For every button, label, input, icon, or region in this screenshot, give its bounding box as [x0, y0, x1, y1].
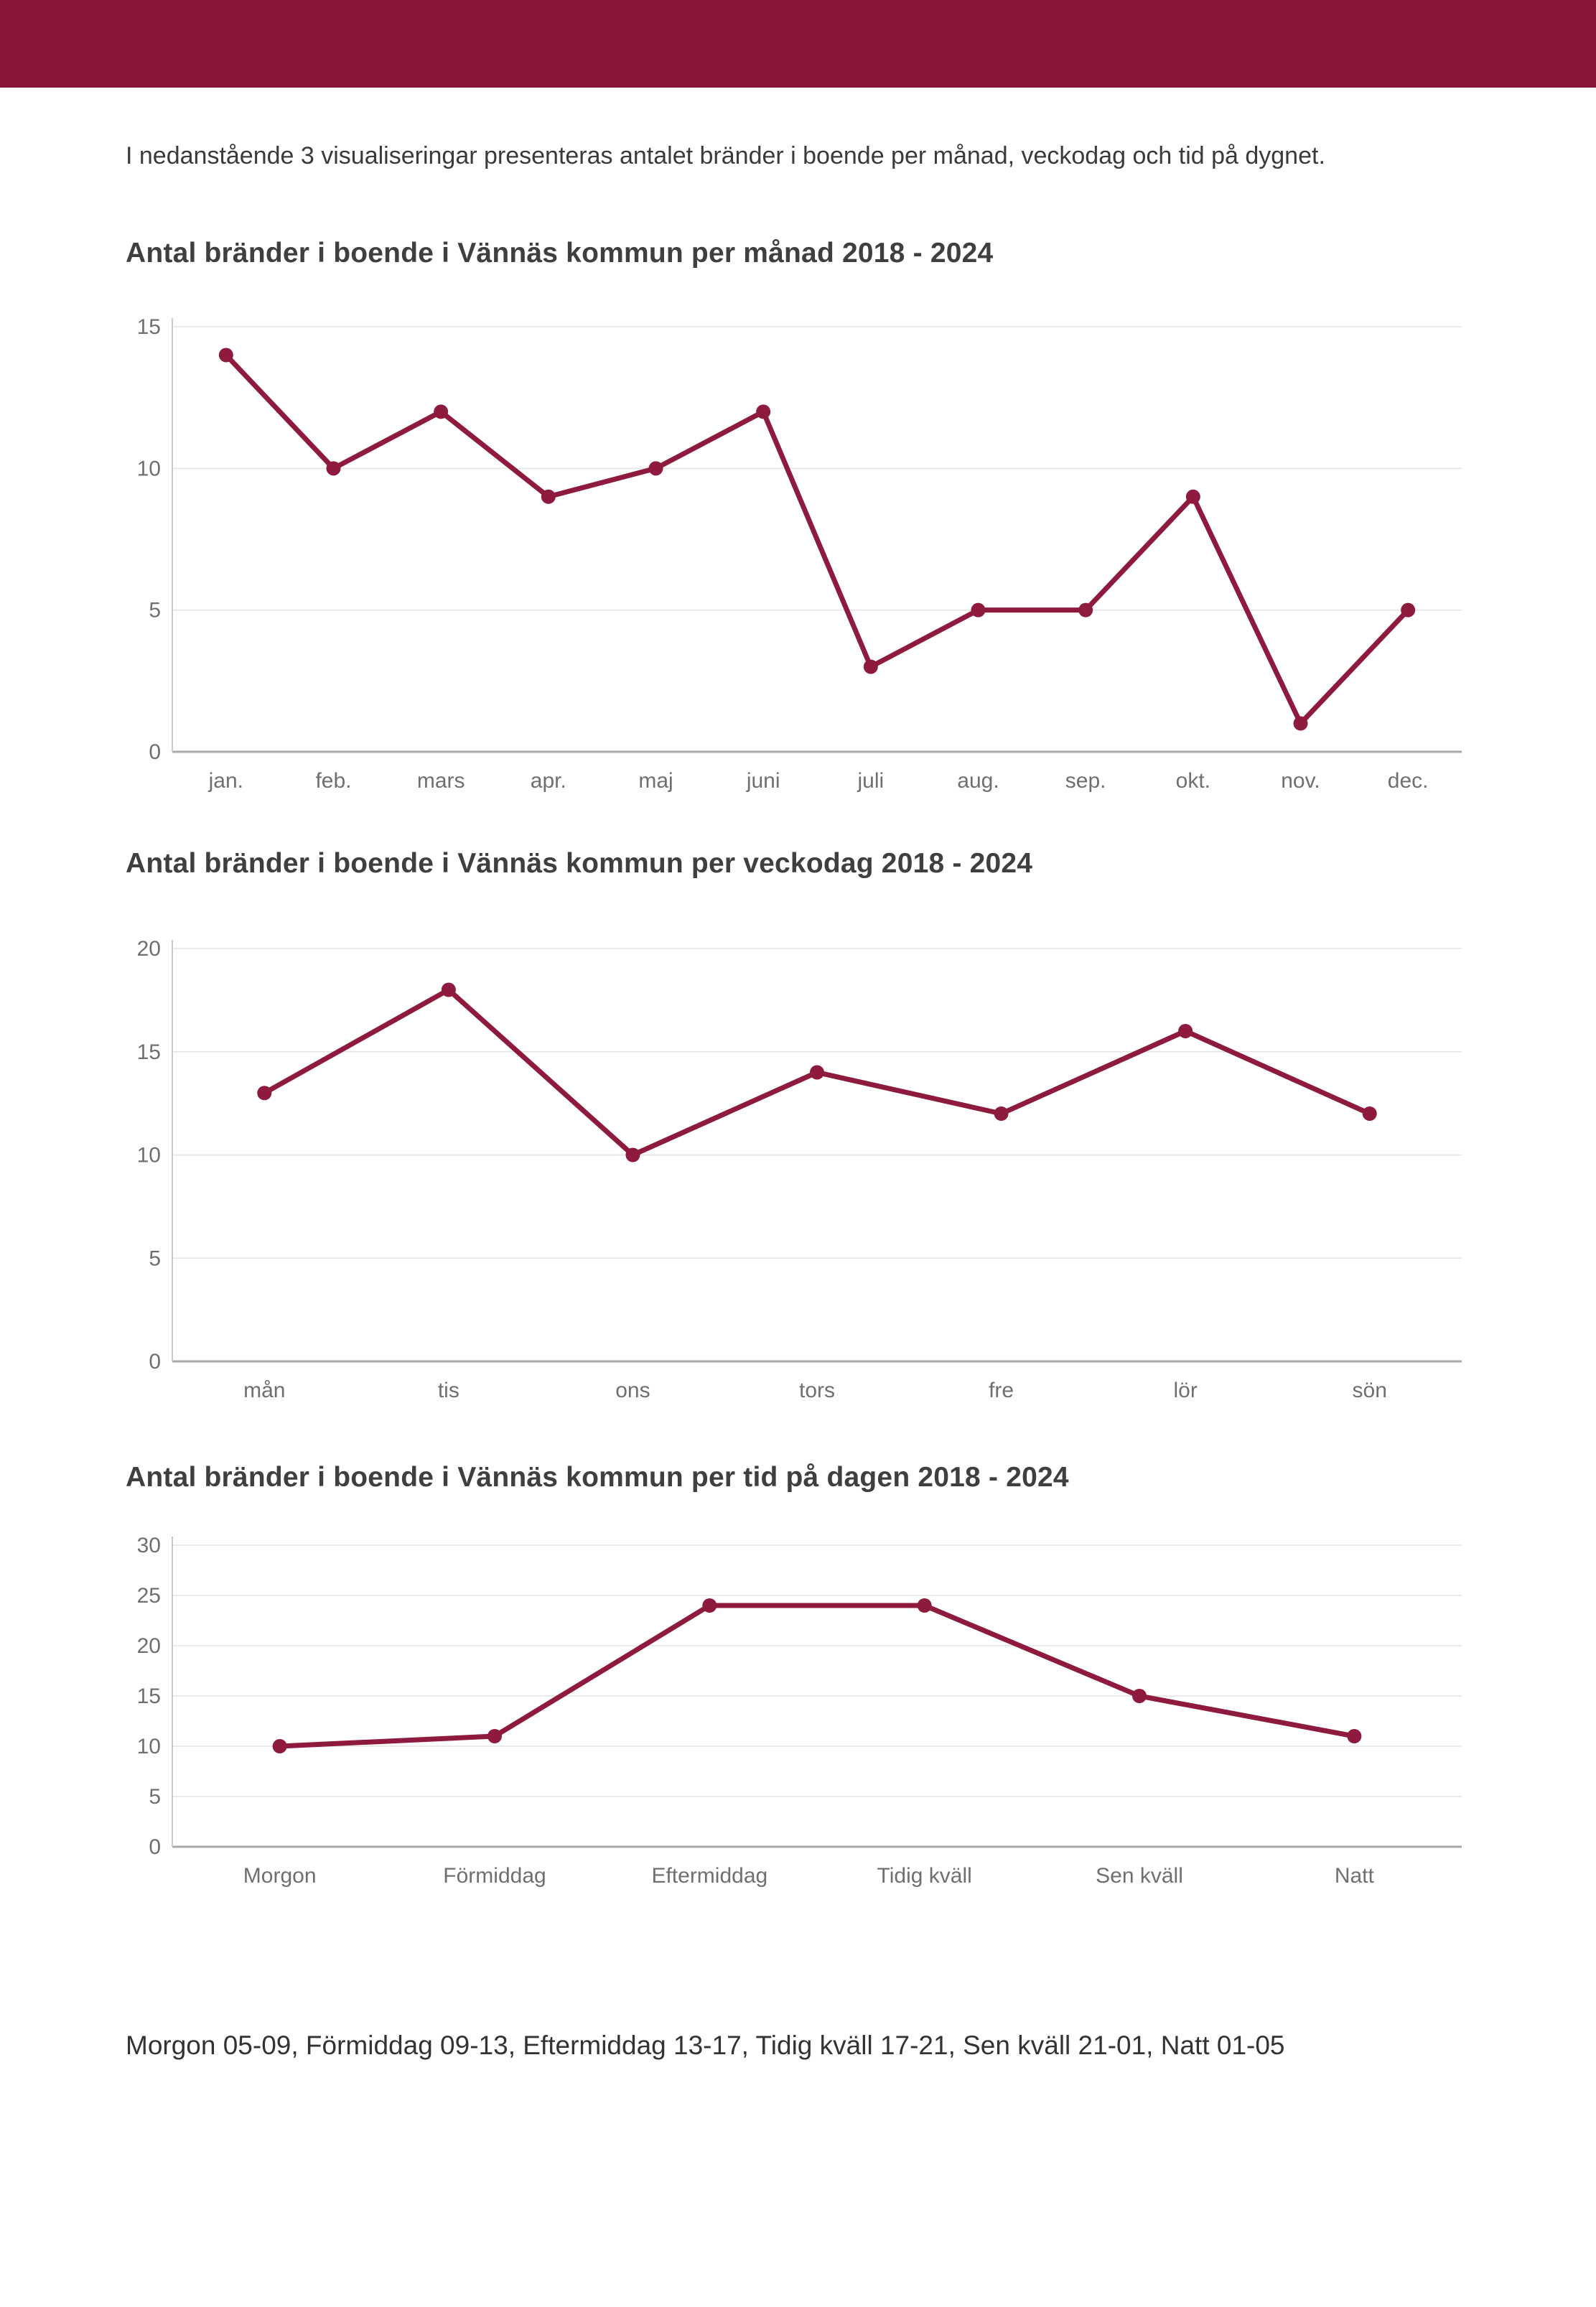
x-category-label: sön [1353, 1379, 1387, 1402]
data-point-marker [810, 1065, 824, 1080]
data-point-marker [1347, 1729, 1362, 1744]
x-category-label: apr. [531, 769, 566, 793]
x-category-label: dec. [1388, 769, 1429, 793]
y-tick-label: 25 [137, 1584, 161, 1608]
data-point-marker [1185, 489, 1200, 504]
intro-text: I nedanstående 3 visualiseringar present… [126, 142, 1325, 169]
chart-title-per-time-of-day: Antal bränder i boende i Vännäs kommun p… [126, 1462, 1069, 1493]
x-category-label: okt. [1176, 769, 1210, 793]
data-point-marker [1178, 1024, 1193, 1039]
y-tick-label: 0 [149, 1835, 161, 1859]
x-category-label: Tidig kväll [877, 1864, 972, 1888]
x-category-label: mån [243, 1379, 285, 1402]
x-category-label: sep. [1065, 769, 1106, 793]
line-series [224, 353, 1410, 727]
line-chart-fires-per-month: 0 5 10 15 jan. feb. mars apr. maj juni juli aug. sep… [137, 315, 1462, 793]
x-category-label: ons [615, 1379, 650, 1402]
data-point-marker [218, 348, 233, 363]
data-point-marker [756, 404, 771, 419]
y-tick-label: 15 [137, 315, 161, 339]
data-point-marker [1078, 602, 1093, 617]
y-tick-label: 30 [137, 1534, 161, 1557]
x-category-label: mars [417, 769, 465, 793]
y-tick-label: 0 [149, 1350, 161, 1374]
y-tick-label: 15 [137, 1684, 161, 1708]
data-point-marker [487, 1729, 502, 1744]
x-category-label: Morgon [243, 1864, 317, 1888]
line-chart-fires-per-weekday: 0 5 10 15 20 mån tis ons tors fre lör sön [137, 937, 1462, 1402]
y-tick-label: 20 [137, 937, 161, 961]
data-point-marker [863, 659, 878, 674]
y-tick-label: 15 [137, 1040, 161, 1064]
x-category-label: Natt [1335, 1864, 1375, 1888]
chart-title-per-weekday: Antal bränder i boende i Vännäs kommun p… [126, 848, 1033, 880]
time-ranges-footnote: Morgon 05-09, Förmiddag 09-13, Eftermidd… [126, 2031, 1285, 2061]
data-point-marker [434, 404, 449, 419]
y-tick-label: 10 [137, 1144, 161, 1168]
y-tick-label: 10 [137, 457, 161, 481]
x-category-label: aug. [957, 769, 999, 793]
data-point-marker [648, 461, 663, 476]
x-category-label: tors [799, 1379, 835, 1402]
y-tick-label: 0 [149, 740, 161, 764]
x-category-label: juni [746, 769, 780, 793]
data-point-marker [702, 1598, 717, 1613]
y-tick-label: 5 [149, 1785, 161, 1809]
x-category-label: tis [438, 1379, 459, 1402]
data-point-marker [272, 1739, 287, 1754]
data-point-marker [441, 982, 456, 997]
line-chart-fires-per-time-of-day: 0 5 10 15 20 25 30 Morgon Förmiddag Eftermiddag Ti… [137, 1534, 1462, 1888]
data-point-marker [1362, 1106, 1377, 1122]
x-category-label: Sen kväll [1096, 1864, 1183, 1888]
data-point-marker [541, 489, 556, 504]
page-header-bar [0, 0, 1596, 88]
x-category-label: juli [857, 769, 884, 793]
x-category-label: Eftermiddag [651, 1864, 767, 1888]
x-category-label: jan. [208, 769, 243, 793]
data-point-marker [257, 1086, 272, 1101]
y-tick-label: 20 [137, 1634, 161, 1658]
x-category-label: fre [989, 1379, 1014, 1402]
page-content: I nedanstående 3 visualiseringar present… [0, 140, 1596, 2061]
data-point-marker [625, 1147, 640, 1162]
data-point-marker [1293, 716, 1308, 731]
y-tick-label: 5 [149, 599, 161, 623]
data-point-marker [1401, 602, 1416, 617]
x-category-label: lör [1173, 1379, 1197, 1402]
chart-title-per-month: Antal bränder i boende i Vännäs kommun p… [126, 238, 994, 269]
line-series [279, 1603, 1355, 1749]
data-point-marker [917, 1598, 932, 1613]
x-category-label: maj [638, 769, 673, 793]
data-point-marker [994, 1106, 1009, 1122]
x-category-label: nov. [1281, 769, 1320, 793]
data-point-marker [1132, 1689, 1147, 1704]
y-tick-label: 10 [137, 1735, 161, 1758]
data-point-marker [326, 461, 341, 476]
data-point-marker [971, 602, 986, 617]
y-tick-label: 5 [149, 1246, 161, 1270]
x-category-label: feb. [315, 769, 351, 793]
x-category-label: Förmiddag [443, 1864, 546, 1888]
